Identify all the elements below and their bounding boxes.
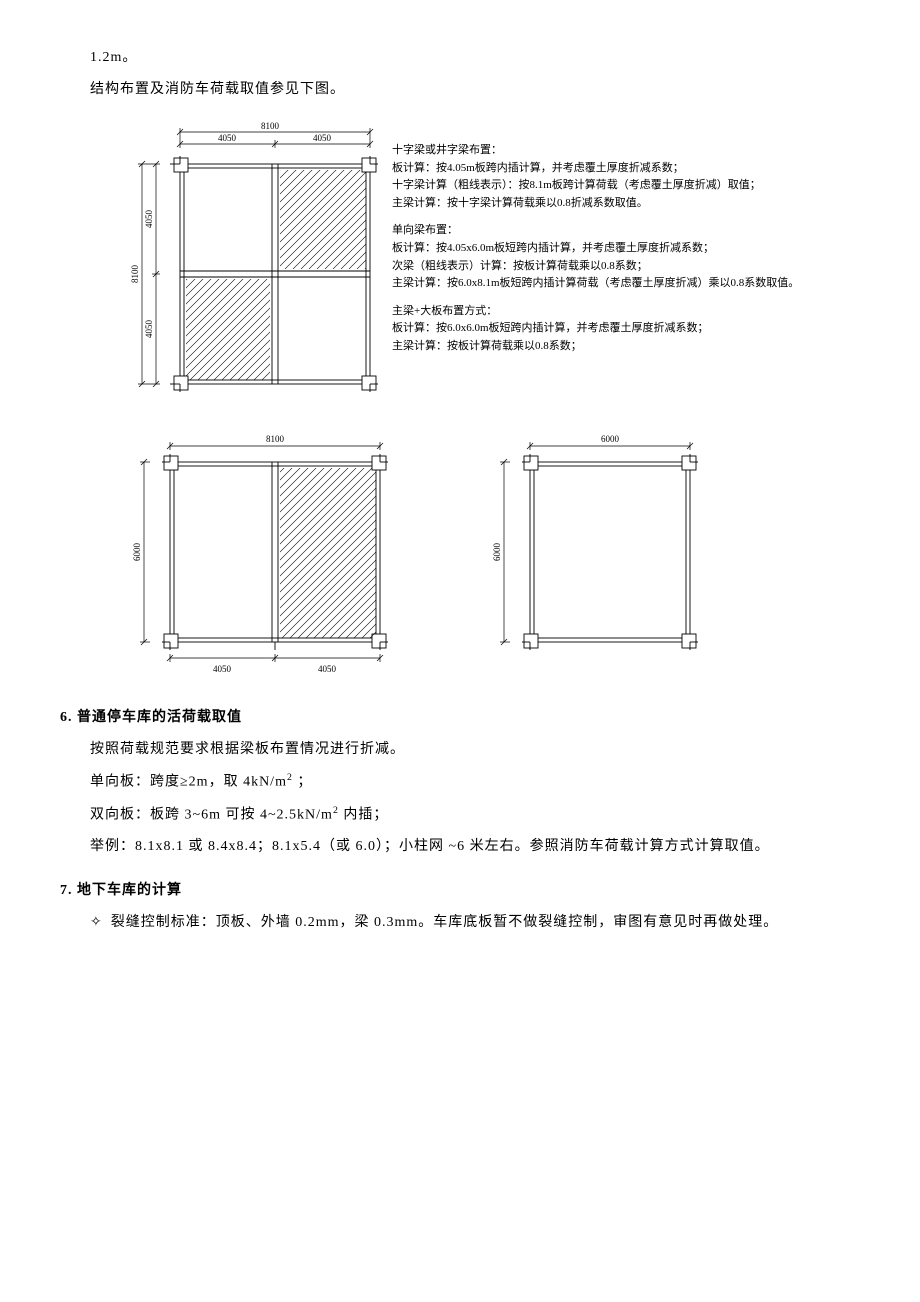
- sec7-bullet-1: ✧ 裂缝控制标准：顶板、外墙 0.2mm，梁 0.3mm。车库底板暂不做裂缝控制…: [90, 909, 860, 937]
- figure-1: 8100 4050 4050 8100 4050 4050: [120, 114, 380, 414]
- fig1-dim-4050-t: 4050: [144, 210, 154, 229]
- fig1-dim-8100: 8100: [261, 121, 280, 131]
- fig2-dim-br: 4050: [318, 664, 337, 674]
- figure-2: 8100 6000 4050 4050: [120, 424, 400, 684]
- sec6-p2a: 单向板：跨度≥2m，取 4kN/m: [90, 775, 287, 790]
- sec6-p2: 单向板：跨度≥2m，取 4kN/m2 ；: [90, 768, 860, 797]
- nb1-title: 十字梁或井字梁布置：: [392, 142, 799, 160]
- sec6-p3: 双向板：板跨 3~6m 可按 4~2.5kN/m2 内插；: [90, 801, 860, 830]
- sec6-title: 6. 普通停车库的活荷载取值: [60, 704, 860, 732]
- fig2-dim-left: 6000: [132, 543, 142, 562]
- nb3-l1: 板计算：按6.0x6.0m板短跨内插计算，并考虑覆土厚度折减系数；: [392, 320, 799, 338]
- fig1-dim-4050-r: 4050: [313, 133, 332, 143]
- fig3-dim-left: 6000: [492, 543, 502, 562]
- figure-1-row: 8100 4050 4050 8100 4050 4050: [120, 114, 860, 414]
- diamond-icon: ✧: [90, 909, 103, 937]
- nb3-title: 主梁+大板布置方式：: [392, 303, 799, 321]
- sec7-title: 7. 地下车库的计算: [60, 877, 860, 905]
- fig1-dim-8100-v: 8100: [130, 265, 140, 284]
- nb2-l2: 次梁（粗线表示）计算：按板计算荷载乘以0.8系数；: [392, 258, 799, 276]
- sec6-p1: 按照荷载规范要求根据梁板布置情况进行折减。: [90, 736, 860, 764]
- intro-line-2: 结构布置及消防车荷载取值参见下图。: [90, 76, 860, 104]
- fig2-dim-top: 8100: [266, 434, 285, 444]
- fig3-dim-top: 6000: [601, 434, 620, 444]
- fig1-dim-4050-b: 4050: [144, 320, 154, 339]
- fig1-dim-4050-l: 4050: [218, 133, 237, 143]
- nb2-title: 单向梁布置：: [392, 222, 799, 240]
- fig2-dim-bl: 4050: [213, 664, 232, 674]
- figure-3: 6000 6000: [480, 424, 710, 684]
- intro-line-1: 1.2m。: [90, 44, 860, 72]
- nb3-l2: 主梁计算：按板计算荷载乘以0.8系数；: [392, 338, 799, 356]
- figure-1-notes: 十字梁或井字梁布置： 板计算：按4.05m板跨内插计算，并考虑覆土厚度折减系数；…: [392, 142, 799, 366]
- sec6-p2b: ；: [293, 775, 313, 790]
- nb2-l1: 板计算：按4.05x6.0m板短跨内插计算，并考虑覆土厚度折减系数；: [392, 240, 799, 258]
- nb1-l1: 板计算：按4.05m板跨内插计算，并考虑覆土厚度折减系数；: [392, 160, 799, 178]
- sec6-p4: 举例：8.1x8.1 或 8.4x8.4；8.1x5.4（或 6.0）；小柱网 …: [90, 833, 860, 861]
- figure-2-3-row: 8100 6000 4050 4050: [120, 424, 860, 684]
- nb1-l2: 十字梁计算（粗线表示）：按8.1m板跨计算荷载（考虑覆土厚度折减）取值；: [392, 177, 799, 195]
- sec7-b1-text: 裂缝控制标准：顶板、外墙 0.2mm，梁 0.3mm。车库底板暂不做裂缝控制，审…: [111, 909, 779, 937]
- nb2-l3: 主梁计算：按6.0x8.1m板短跨内插计算荷载（考虑覆土厚度折减）乘以0.8系数…: [392, 275, 799, 293]
- sec6-p3b: 内插；: [339, 807, 389, 822]
- sec6-p3a: 双向板：板跨 3~6m 可按 4~2.5kN/m: [90, 807, 333, 822]
- nb1-l3: 主梁计算：按十字梁计算荷载乘以0.8折减系数取值。: [392, 195, 799, 213]
